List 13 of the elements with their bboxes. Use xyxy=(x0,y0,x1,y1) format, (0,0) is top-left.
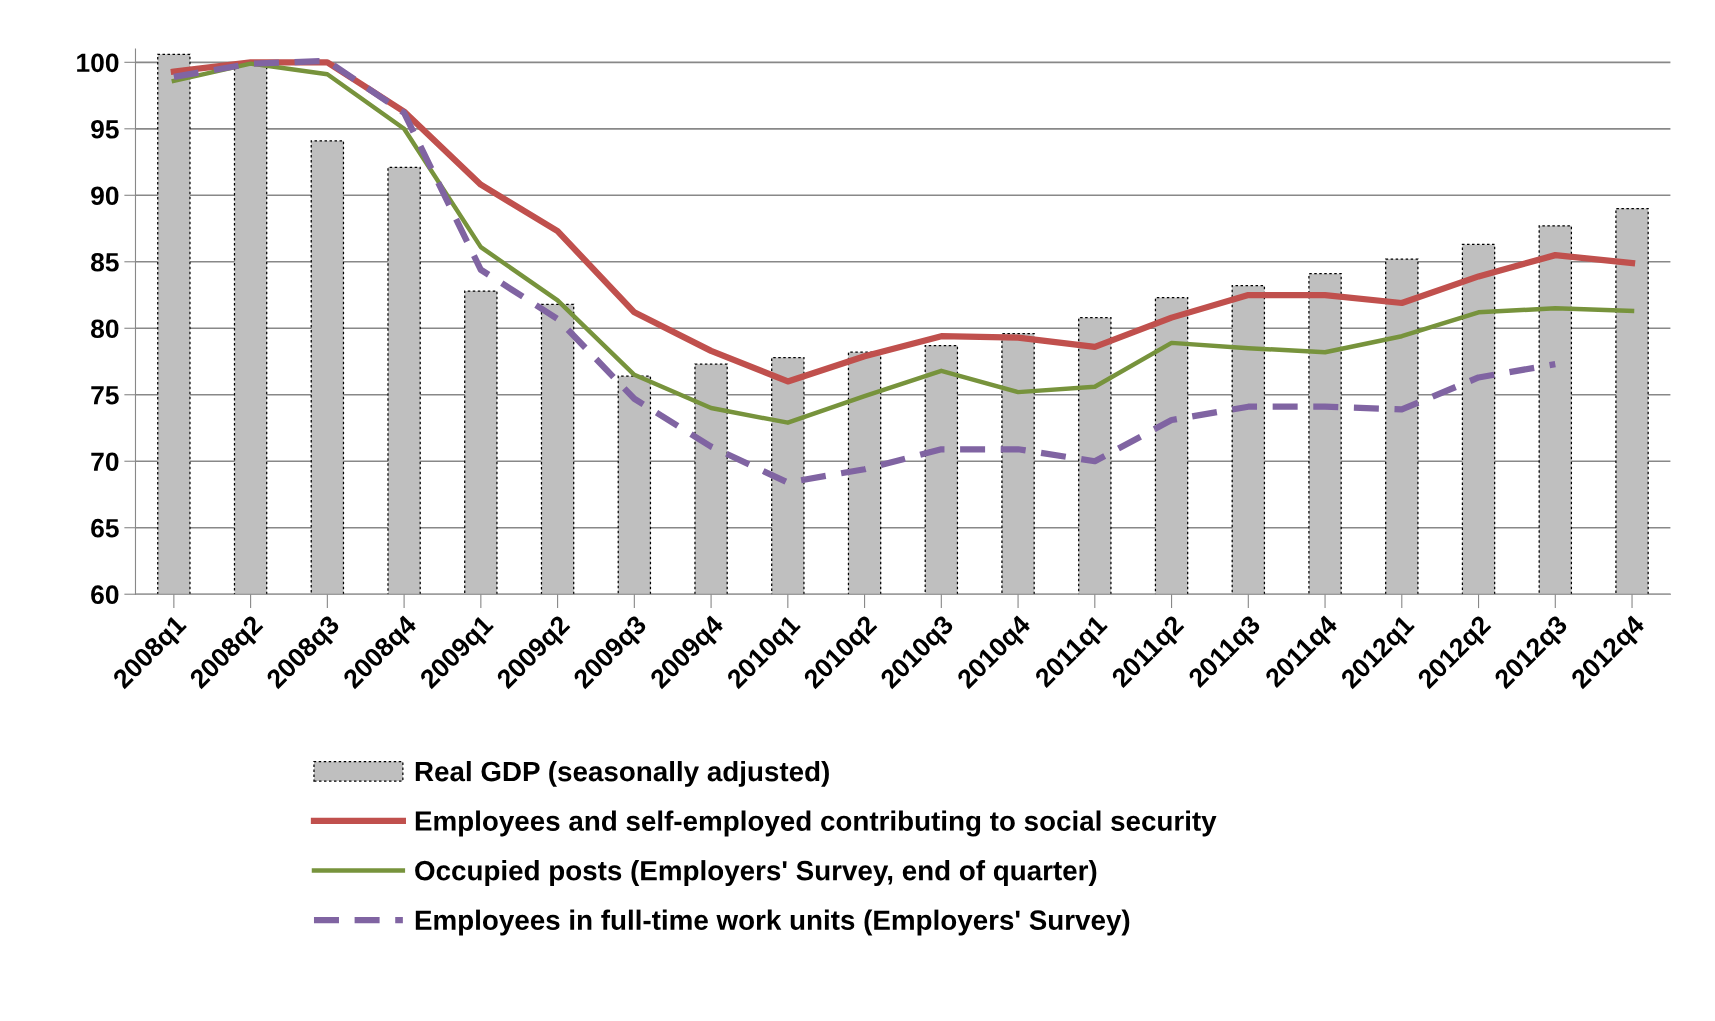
legend-label: Occupied posts (Employers' Survey, end of quarter) xyxy=(415,860,1097,886)
legend-label: Real GDP (seasonally adjusted) xyxy=(415,760,829,787)
y-tick-label: 85 xyxy=(91,252,119,272)
y-tick-label: 75 xyxy=(91,386,119,405)
y-tick-label: 100 xyxy=(77,53,119,73)
legend-label: Employees and self-employed contributing to social security xyxy=(415,810,1217,837)
y-tick-label: 95 xyxy=(91,119,119,139)
y-tick-label: 65 xyxy=(91,518,119,538)
y-tick-label: 70 xyxy=(91,452,119,472)
y-tick-label: 90 xyxy=(91,186,119,206)
y-tick-label: 80 xyxy=(91,319,119,339)
y-tick-label: 60 xyxy=(91,585,119,605)
legend-label: Employees in full-time work units (Employers' Survey) xyxy=(415,909,1130,936)
